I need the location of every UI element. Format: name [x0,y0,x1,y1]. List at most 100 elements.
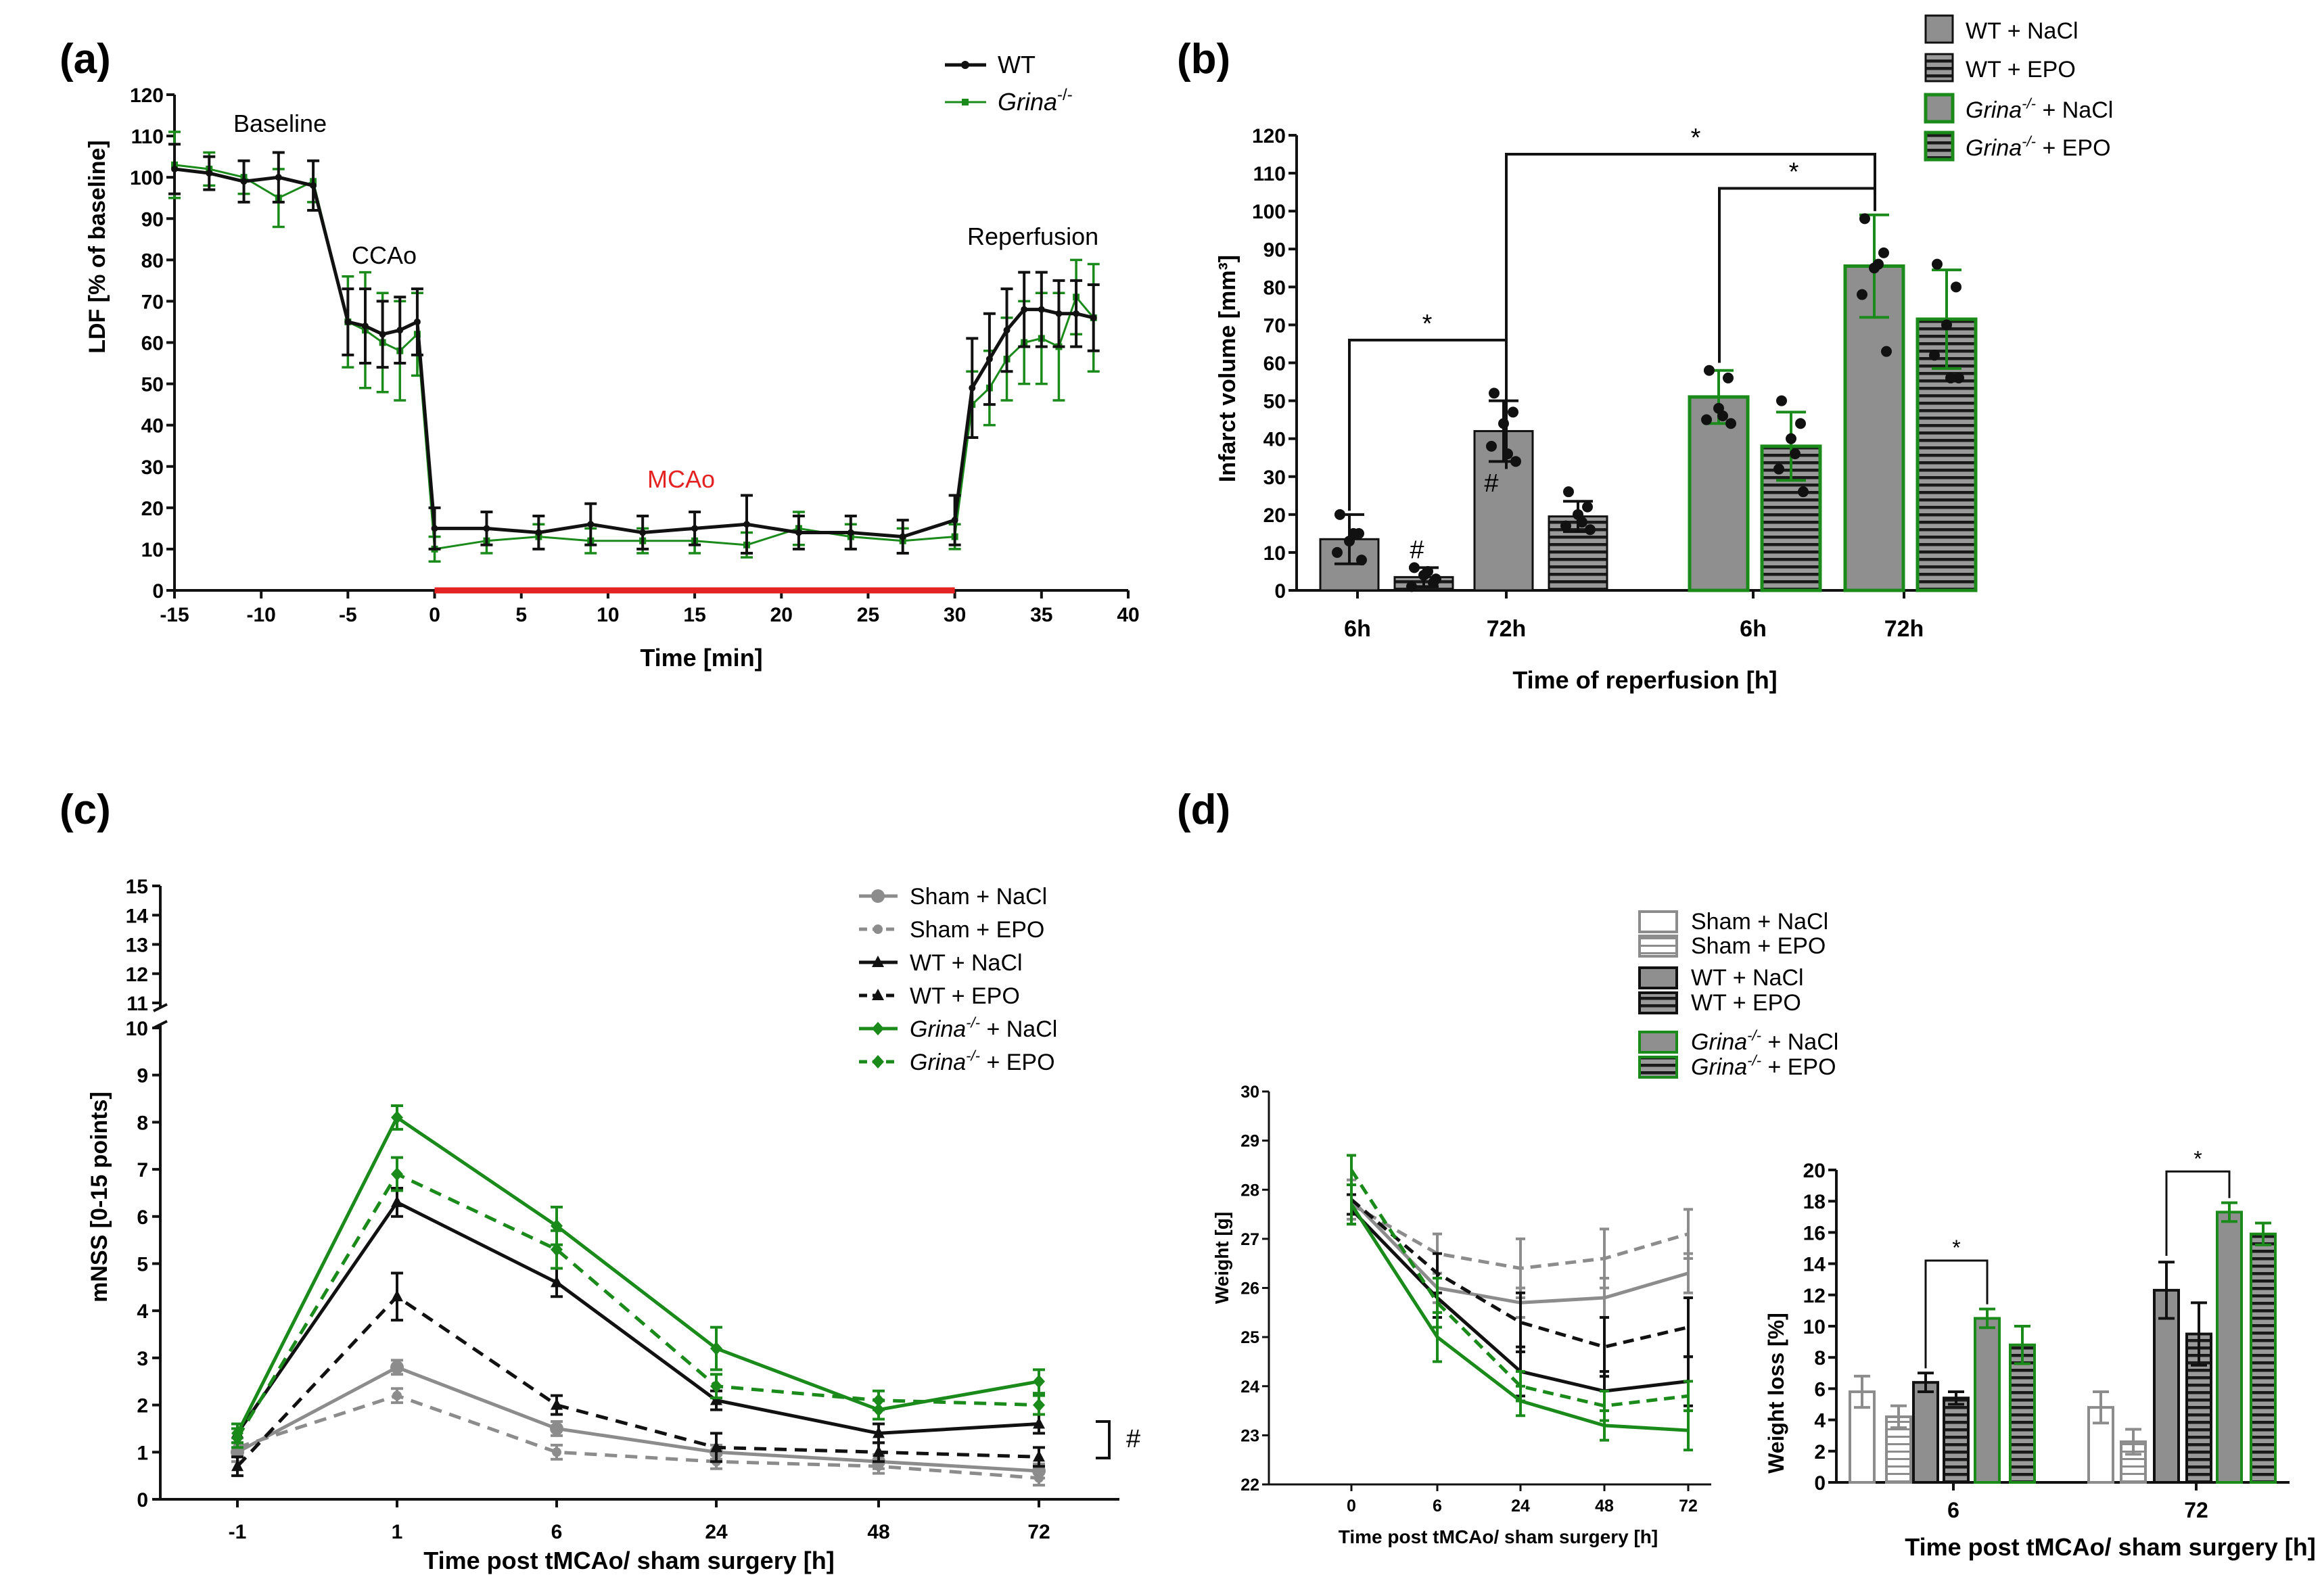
a-point-wt [969,384,976,392]
b-group-label: 72h [1884,616,1924,642]
d1-ytick-label: 23 [1240,1426,1259,1445]
c-ytick-label: 4 [137,1300,148,1323]
b-data-point [1953,372,1964,383]
a-ytick-label: 120 [130,85,164,107]
c-point [873,1393,885,1407]
b-ytick-label: 60 [1263,353,1286,375]
d1-ytick-label: 30 [1240,1083,1259,1102]
b-data-point [1560,520,1571,532]
b-data-point [1945,372,1956,383]
b-legend-swatch [1924,53,1954,83]
a-ytick-label: 90 [141,208,164,231]
c-point [552,1447,561,1457]
panel-c-legend: Sham + NaCl Sham + EPO WT + NaCl WT + EPO Gr… [859,884,1057,1075]
panel-d2-bars: ** [1849,1146,2277,1484]
d2-bar [1943,1396,1970,1484]
c-ytick-label: 6 [137,1206,148,1229]
b-data-point [1510,456,1521,467]
b-data-point [1431,573,1441,585]
a-ytick-label: 40 [141,415,164,438]
c-series-line [235,1200,1040,1435]
d1-xtick-label: 6 [1433,1497,1442,1516]
c-ytick-label: 10 [126,1018,148,1040]
c-legend-marker [873,924,883,934]
c-legend-label: Sham + NaCl [910,884,1047,910]
b-ytick-label: 40 [1263,429,1286,451]
c-point [391,1290,403,1302]
c-point [710,1440,722,1453]
d2-ytick-label: 20 [1803,1160,1826,1182]
c-ytick-label: 0 [137,1489,148,1511]
c-point [551,1242,563,1257]
panel-a-annot-mcao: MCAo [647,465,715,493]
a-point-wt [795,529,802,536]
a-xtick-label: 35 [1030,604,1052,626]
a-point-wt [362,323,369,330]
panel-a-xlabel: Time [min] [640,644,762,672]
panel-a-ylabel: LDF [% of baseline] [85,140,110,353]
panel-d2-axes: 0 2 4 6 8 10 12 14 16 18 20 6 72 [1803,1160,2290,1522]
b-data-point [1489,388,1500,399]
a-ytick-label: 20 [141,498,164,520]
c-xtick-label: 72 [1027,1521,1050,1543]
d2-ytick-label: 8 [1814,1347,1826,1369]
b-data-point [1406,581,1417,592]
b-legend-label: Grina-/- + NaCl [1966,95,2113,123]
panel-c-series [231,1104,1046,1487]
panel-a-axes: 0 10 20 30 40 50 60 70 80 90 100 110 120 -15 -10 -5 0 5 10… [130,85,1140,626]
b-data-point [1951,281,1961,293]
b-ytick-label: 20 [1263,504,1286,527]
d-legend-swatch [1638,910,1678,933]
a-ytick-label: 70 [141,291,164,313]
d1-ytick-label: 26 [1240,1280,1259,1298]
c-point [231,1459,243,1472]
a-point-wt [483,525,490,532]
b-data-point [1881,346,1892,357]
c-point [390,1360,404,1374]
panel-d1-ylabel: Weight [g] [1211,1212,1232,1304]
a-point-wt [899,533,906,540]
c-point [231,1431,243,1445]
c-ytick-label: 7 [137,1159,148,1181]
panel-d-label: (d) [1177,787,1230,833]
legend-grina-label: Grina-/- [998,86,1073,116]
b-group-label: 6h [1344,616,1371,642]
d2-bar [2153,1288,2180,1484]
a-point-wt [171,165,178,172]
b-data-point [1795,418,1806,429]
c-xtick-label: 48 [867,1521,889,1543]
b-data-point [1878,247,1889,258]
c-ytick-label: 9 [137,1065,148,1087]
c-xtick-label: -1 [229,1521,247,1543]
a-xtick-label: -5 [339,604,357,626]
b-ytick-label: 80 [1263,277,1286,299]
b-data-point [1723,372,1734,383]
d1-xtick-label: 0 [1347,1497,1356,1516]
c-point [551,1275,563,1288]
a-point-wt [587,521,595,528]
b-data-point [1790,448,1801,460]
b-data-point [1873,258,1884,270]
a-point-wt [1055,310,1063,317]
c-point [710,1379,722,1393]
d1-xtick-label: 72 [1679,1497,1698,1516]
a-ytick-label: 0 [152,580,164,603]
d2-bar [2216,1211,2243,1484]
a-point-wt [206,170,213,177]
a-ytick-label: 110 [131,126,164,148]
d2-group-label: 72 [2184,1498,2208,1522]
a-xtick-label: 40 [1117,604,1139,626]
b-bracket-6h-72h [1348,338,1508,511]
a-point-wt [431,525,438,532]
panel-d1-xlabel: Time post tMCAo/ sham surgery [h] [1339,1526,1658,1547]
b-data-point [1773,463,1784,475]
c-point [873,1426,885,1438]
a-ytick-label: 30 [141,456,164,479]
c-ytick-label: 11 [126,993,148,1015]
d2-bar [1912,1381,1939,1484]
b-ytick-label: 50 [1263,391,1286,413]
c-xtick-label: 24 [705,1521,728,1543]
b-ytick-label: 120 [1252,125,1286,147]
d2-group-label: 6 [1947,1498,1959,1522]
